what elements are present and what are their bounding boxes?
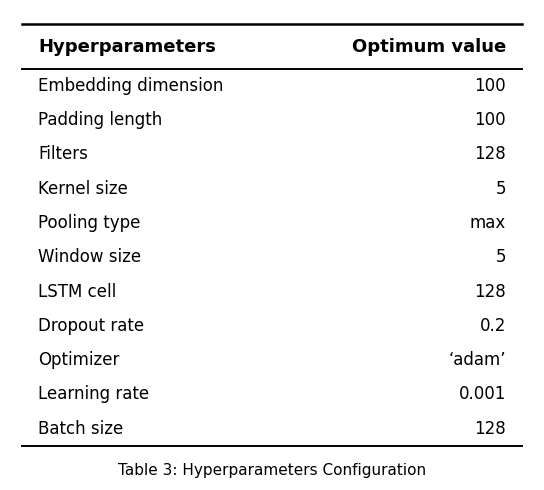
Text: 5: 5 (496, 248, 506, 266)
Text: 100: 100 (474, 77, 506, 95)
Text: LSTM cell: LSTM cell (38, 283, 116, 300)
Text: Pooling type: Pooling type (38, 214, 140, 232)
Text: max: max (469, 214, 506, 232)
Text: Kernel size: Kernel size (38, 180, 128, 197)
Text: 0.2: 0.2 (480, 317, 506, 335)
Text: ‘adam’: ‘adam’ (448, 351, 506, 369)
Text: Padding length: Padding length (38, 111, 162, 129)
Text: Embedding dimension: Embedding dimension (38, 77, 224, 95)
Text: Optimum value: Optimum value (351, 38, 506, 55)
Text: Window size: Window size (38, 248, 141, 266)
Text: Batch size: Batch size (38, 420, 123, 438)
Text: 100: 100 (474, 111, 506, 129)
Text: Dropout rate: Dropout rate (38, 317, 144, 335)
Text: Table 3: Hyperparameters Configuration: Table 3: Hyperparameters Configuration (118, 463, 426, 478)
Text: 128: 128 (474, 146, 506, 163)
Text: Filters: Filters (38, 146, 88, 163)
Text: Learning rate: Learning rate (38, 386, 149, 403)
Text: 5: 5 (496, 180, 506, 197)
Text: 0.001: 0.001 (459, 386, 506, 403)
Text: 128: 128 (474, 420, 506, 438)
Text: Hyperparameters: Hyperparameters (38, 38, 216, 55)
Text: Optimizer: Optimizer (38, 351, 120, 369)
Text: 128: 128 (474, 283, 506, 300)
